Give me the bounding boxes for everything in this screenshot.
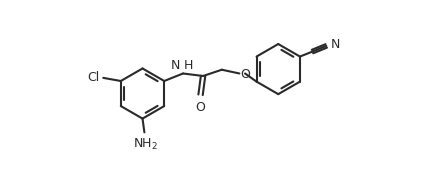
Text: Cl: Cl [87,71,100,84]
Text: O: O [196,101,205,114]
Text: O: O [241,68,250,81]
Text: NH$_2$: NH$_2$ [132,137,157,152]
Text: N: N [171,59,180,72]
Text: H: H [184,59,193,72]
Text: N: N [331,38,340,50]
